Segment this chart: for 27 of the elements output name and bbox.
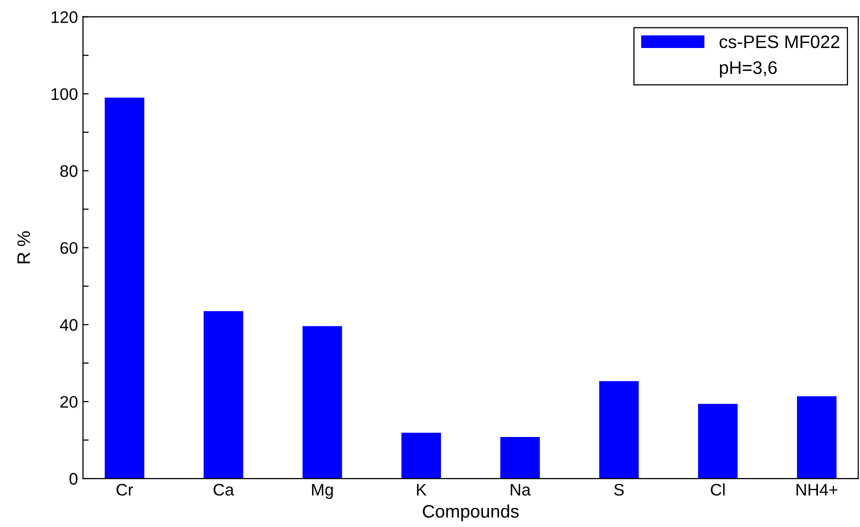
y-tick-label: 0	[70, 472, 78, 485]
x-tick-label: Cr	[116, 484, 134, 496]
x-tick-label: NH4+	[796, 484, 838, 496]
y-axis-title: R %	[17, 231, 30, 264]
bar	[599, 381, 639, 479]
x-tick-label: Cl	[710, 483, 725, 496]
bar	[401, 432, 441, 479]
x-tick-label: Na	[510, 484, 531, 496]
annotation: pH=3,6	[720, 61, 777, 78]
bar	[698, 404, 738, 479]
x-tick-label: K	[417, 484, 427, 496]
y-tick-label: 60	[60, 242, 78, 254]
y-tick-label: 40	[60, 319, 78, 331]
bar	[104, 98, 144, 479]
bar	[302, 326, 342, 479]
y-tick-label: 20	[60, 396, 78, 408]
x-tick-label: Mg	[312, 484, 333, 499]
x-axis-title: Compounds	[422, 504, 519, 522]
y-tick-label: 80	[60, 165, 78, 177]
legend-label: cs-PES MF022	[720, 35, 840, 48]
bar	[500, 436, 540, 479]
x-tick-label: S	[614, 484, 624, 496]
bar	[796, 396, 837, 479]
y-tick-label: 100	[52, 88, 78, 100]
bar	[204, 311, 244, 479]
y-tick-label: 120	[52, 11, 78, 24]
x-tick-label: Ca	[214, 484, 234, 496]
